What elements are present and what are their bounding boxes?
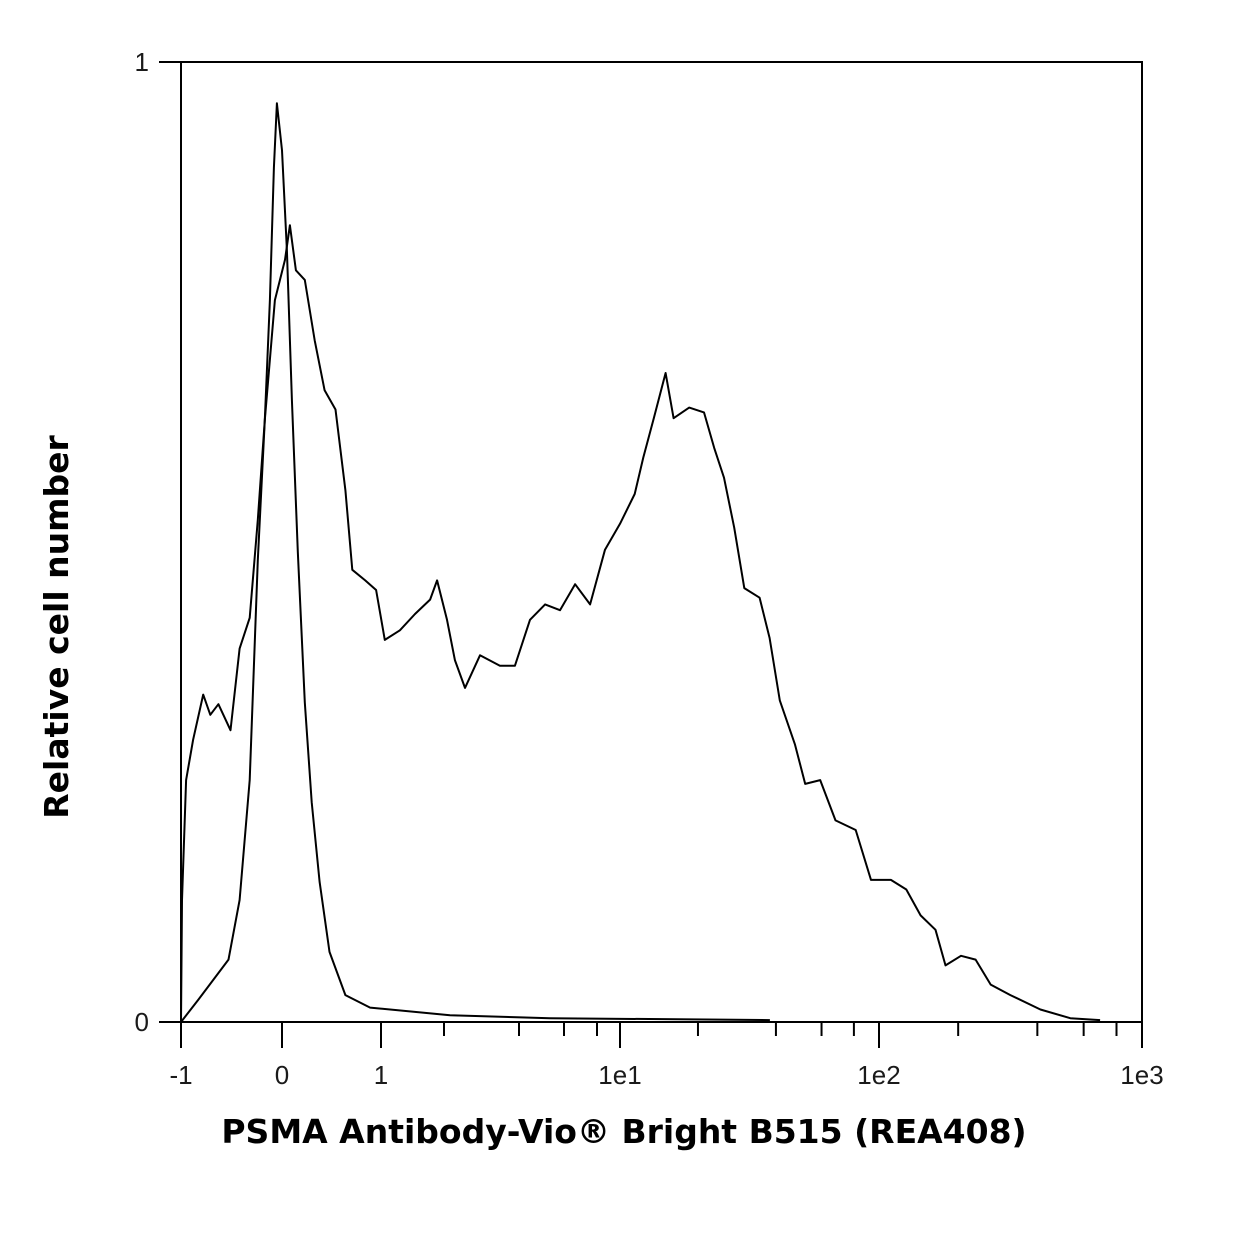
y-tick-label: 0: [135, 1007, 149, 1037]
x-tick-label: 1e3: [1120, 1060, 1163, 1090]
plot-frame: [180, 61, 1143, 1023]
y-tick-label: 1: [135, 47, 149, 77]
y-axis: 01: [135, 47, 181, 1037]
x-axis: -1 0 1 1e1 1e2 1e3: [169, 1021, 1164, 1090]
series-line-1: [180, 102, 770, 1023]
x-axis-title: PSMA Antibody-Vio® Bright B515 (REA408): [221, 1112, 1026, 1151]
series-group: [180, 102, 1101, 1023]
x-tick-label: -1: [169, 1060, 192, 1090]
series-line-2: [180, 224, 1101, 1023]
x-tick-label: 1e2: [857, 1060, 900, 1090]
x-tick-label: 1e1: [598, 1060, 641, 1090]
x-tick-label: 0: [275, 1060, 289, 1090]
x-tick-label: 1: [374, 1060, 388, 1090]
y-axis-title: Relative cell number: [37, 435, 76, 819]
